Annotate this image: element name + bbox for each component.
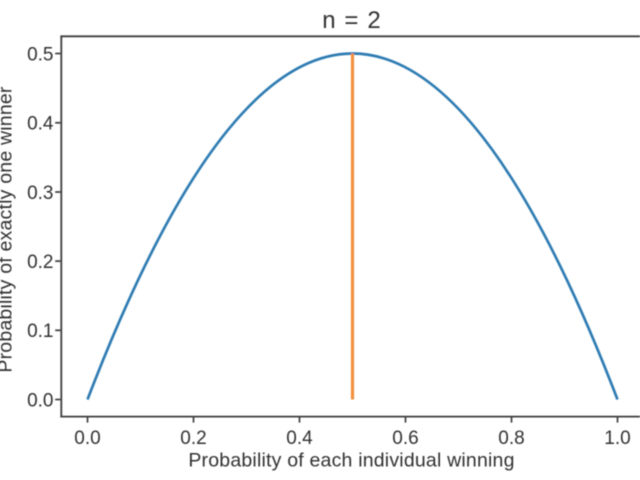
svg-text:0.1: 0.1	[27, 321, 53, 342]
svg-text:0.6: 0.6	[392, 428, 418, 449]
svg-text:n = 2: n = 2	[322, 7, 382, 34]
svg-text:0.0: 0.0	[27, 390, 53, 411]
svg-text:Probability of exactly one win: Probability of exactly one winner	[0, 86, 17, 373]
svg-text:0.2: 0.2	[27, 252, 53, 273]
svg-text:Probability of each individual: Probability of each individual winning	[188, 450, 514, 472]
svg-text:0.2: 0.2	[180, 428, 206, 449]
svg-text:0.5: 0.5	[27, 44, 53, 65]
svg-text:0.0: 0.0	[74, 428, 100, 449]
svg-text:0.8: 0.8	[498, 428, 524, 449]
svg-text:0.3: 0.3	[27, 183, 53, 204]
svg-text:0.4: 0.4	[286, 428, 313, 449]
svg-text:1.0: 1.0	[604, 428, 630, 449]
svg-text:0.4: 0.4	[27, 114, 54, 135]
